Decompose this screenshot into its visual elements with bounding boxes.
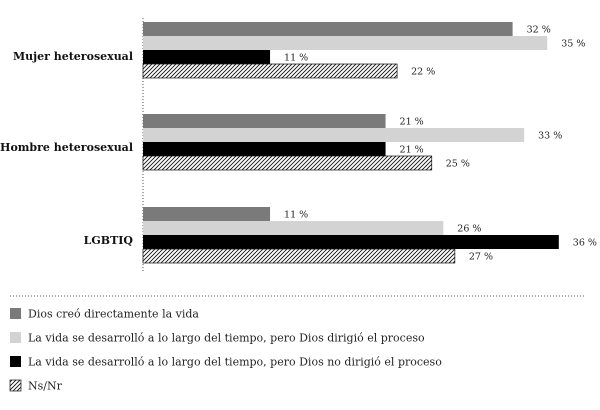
bar xyxy=(143,22,513,36)
legend-label: La vida se desarrolló a lo largo del tie… xyxy=(28,332,425,345)
bar xyxy=(143,36,548,50)
data-label: 21 % xyxy=(400,145,424,156)
bar xyxy=(143,50,271,64)
legend-swatch xyxy=(9,379,22,392)
bar xyxy=(142,155,433,171)
bar xyxy=(143,142,386,156)
data-label: 21 % xyxy=(400,117,424,128)
legend-label: La vida se desarrolló a lo largo del tie… xyxy=(28,356,442,369)
bar xyxy=(143,114,386,128)
legend-label: Ns/Nr xyxy=(28,380,63,393)
category-label: Mujer heterosexual xyxy=(13,50,133,63)
data-label: 32 % xyxy=(527,25,551,36)
category-label: Hombre heterosexual xyxy=(0,141,133,154)
bar xyxy=(143,235,559,249)
data-label: 11 % xyxy=(284,210,308,221)
data-label: 27 % xyxy=(469,252,493,263)
legend-swatch xyxy=(10,356,21,367)
bar xyxy=(143,221,444,235)
data-label: 26 % xyxy=(457,224,481,235)
data-label: 22 % xyxy=(411,67,435,78)
data-label: 25 % xyxy=(446,159,470,170)
bar xyxy=(142,248,456,264)
bar xyxy=(142,63,398,79)
legend-swatch xyxy=(10,332,21,343)
legend-label: Dios creó directamente la vida xyxy=(28,308,199,321)
bar xyxy=(143,128,525,142)
category-label: LGBTIQ xyxy=(84,234,134,247)
data-label: 11 % xyxy=(284,53,308,64)
data-label: 35 % xyxy=(561,39,585,50)
data-label: 36 % xyxy=(573,238,597,249)
data-label: 33 % xyxy=(538,131,562,142)
legend-swatch xyxy=(10,308,21,319)
bar xyxy=(143,207,271,221)
